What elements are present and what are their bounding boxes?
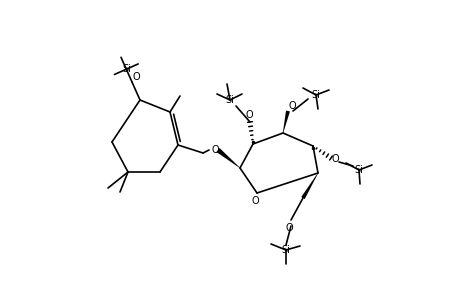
Polygon shape <box>301 173 318 199</box>
Text: Si: Si <box>354 165 363 175</box>
Text: O: O <box>330 154 338 164</box>
Text: O: O <box>285 223 292 233</box>
Text: O: O <box>132 72 140 82</box>
Polygon shape <box>216 148 240 168</box>
Text: O: O <box>287 101 295 111</box>
Text: Si: Si <box>311 90 320 100</box>
Polygon shape <box>282 111 289 133</box>
Text: Si: Si <box>122 64 130 74</box>
Text: Si: Si <box>225 95 234 105</box>
Text: Si: Si <box>281 245 290 255</box>
Text: O: O <box>245 110 252 120</box>
Text: O: O <box>251 196 258 206</box>
Text: O: O <box>211 145 218 155</box>
